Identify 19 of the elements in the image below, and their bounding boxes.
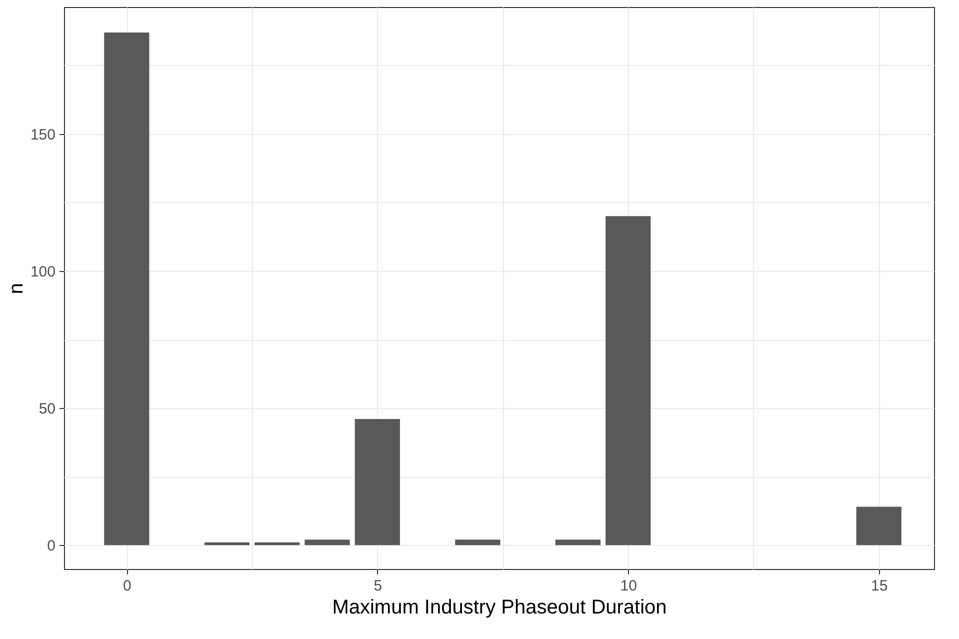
x-tick-label: 5: [374, 578, 382, 594]
y-tick-label: 0: [47, 538, 56, 555]
bar: [104, 32, 150, 546]
bar: [555, 540, 601, 546]
x-tick-label: 15: [871, 578, 888, 594]
bar: [354, 419, 400, 546]
y-tick-label: 100: [30, 264, 56, 281]
bar: [606, 216, 651, 546]
bar: [204, 542, 250, 546]
y-axis-title: n: [5, 282, 28, 294]
x-tick-label: 0: [123, 578, 132, 594]
y-tick-label: 150: [30, 126, 56, 144]
bar: [856, 506, 902, 546]
y-tick-label: 50: [38, 400, 56, 418]
x-axis-title: Maximum Industry Phaseout Duration: [332, 596, 667, 618]
x-tick-label: 10: [620, 578, 637, 594]
bar: [304, 540, 350, 546]
bar: [455, 540, 500, 546]
bar: [254, 542, 300, 546]
